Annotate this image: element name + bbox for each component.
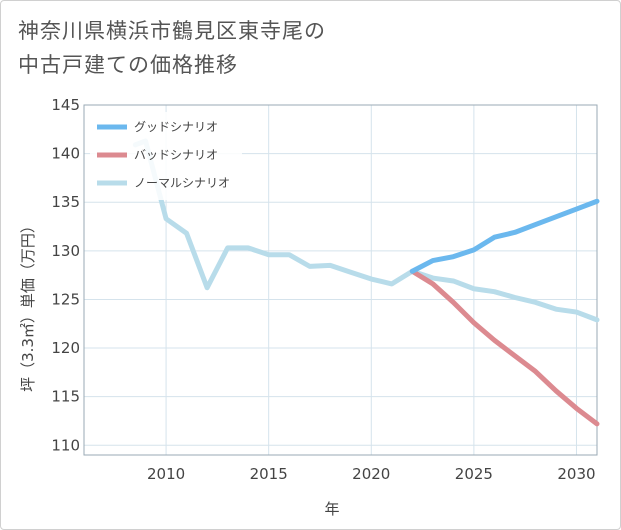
x-tick-label: 2020 [352,465,390,483]
x-tick-label: 2030 [557,465,595,483]
series-line-2 [132,138,600,323]
series-line-1 [409,268,600,427]
y-tick-labels: 110 115 120 125 130 135 140 145 [51,96,80,454]
x-tick-label: 2010 [147,465,185,483]
x-axis-label: 年 [324,500,339,518]
legend-label: グッドシナリオ [134,120,218,134]
y-tick-label: 115 [51,388,80,406]
x-tick-label: 2015 [250,465,288,483]
series-line-0 [409,198,600,274]
y-tick-label: 145 [51,96,80,114]
legend-label: バッドシナリオ [134,148,218,162]
plot-border [83,104,598,456]
y-tick-label: 135 [51,193,80,211]
grid [83,104,598,456]
y-tick-label: 140 [51,145,80,163]
legend-label: ノーマルシナリオ [134,176,230,190]
y-tick-label: 130 [51,242,80,260]
y-tick-label: 120 [51,339,80,357]
series-lines [132,138,600,427]
y-tick-label: 125 [51,290,80,308]
x-tick-labels: 2010 2015 2020 2025 2030 [147,465,596,483]
x-tick-label: 2025 [455,465,493,483]
chart-title: 神奈川県横浜市鶴見区東寺尾の 中古戸建ての価格推移 [18,19,326,77]
y-axis-label: 坪（3.3㎡）単価（万円） [19,218,37,392]
y-tick-label: 110 [51,436,80,454]
